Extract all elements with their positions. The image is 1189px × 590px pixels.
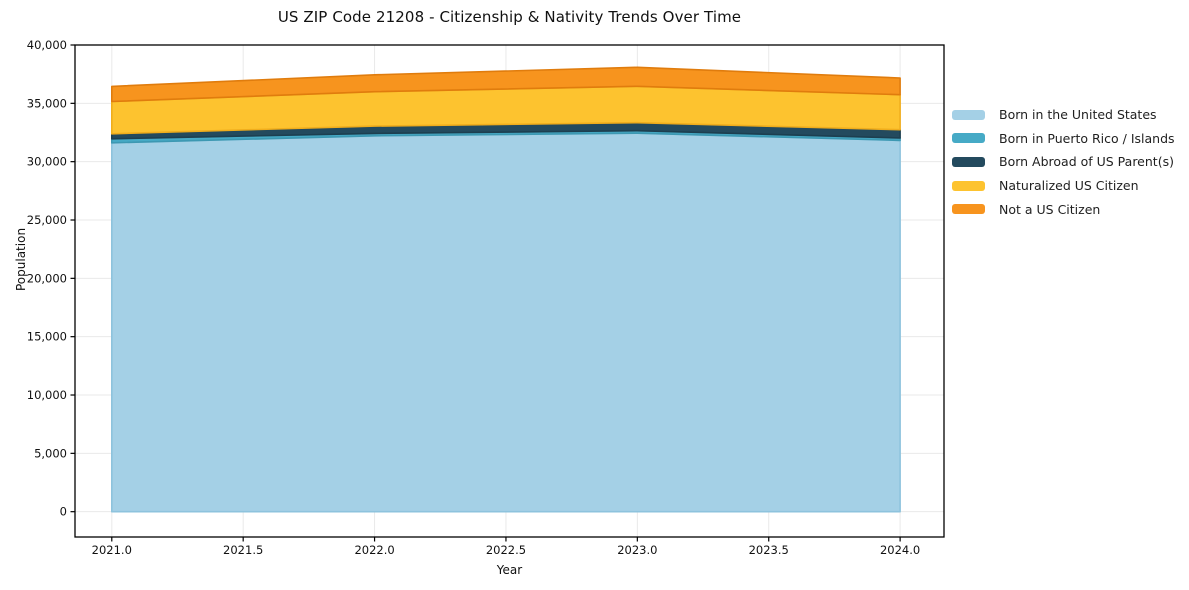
legend-swatch-icon [952, 133, 985, 144]
x-tick-label: 2022.5 [486, 543, 526, 557]
chart-title: US ZIP Code 21208 - Citizenship & Nativi… [277, 8, 742, 26]
area-series-4 [111, 66, 901, 103]
legend-swatch-icon [952, 109, 985, 120]
x-tick-label: 2023.0 [617, 543, 657, 557]
y-tick-label: 10,000 [27, 388, 67, 402]
legend-swatch-icon [952, 180, 985, 191]
x-tick-label: 2021.0 [92, 543, 132, 557]
legend-label: Born Abroad of US Parent(s) [999, 154, 1174, 170]
legend: Born in the United States Born in Puerto … [952, 103, 1175, 221]
y-tick-label: 25,000 [27, 213, 67, 227]
plot-frame [74, 44, 945, 538]
legend-item-1: Born in Puerto Rico / Islands [952, 127, 1175, 151]
area-series-0 [111, 132, 901, 513]
legend-swatch-icon [952, 156, 985, 167]
legend-label: Naturalized US Citizen [999, 178, 1139, 194]
legend-item-3: Naturalized US Citizen [952, 174, 1175, 198]
y-tick-label: 30,000 [27, 155, 67, 169]
y-tick-label: 15,000 [27, 330, 67, 344]
x-tick-label: 2022.0 [354, 543, 394, 557]
legend-item-0: Born in the United States [952, 103, 1175, 127]
y-tick-label: 20,000 [27, 271, 67, 285]
x-tick-label: 2024.0 [880, 543, 920, 557]
legend-label: Born in Puerto Rico / Islands [999, 130, 1175, 146]
y-tick-label: 0 [60, 505, 67, 519]
x-tick-label: 2023.5 [749, 543, 789, 557]
legend-label: Not a US Citizen [999, 201, 1101, 217]
y-tick-label: 40,000 [27, 38, 67, 52]
x-axis-label: Year [496, 563, 523, 577]
legend-swatch-icon [952, 204, 985, 215]
y-tick-label: 5,000 [34, 446, 67, 460]
y-tick-label: 35,000 [27, 96, 67, 110]
legend-item-4: Not a US Citizen [952, 197, 1175, 221]
legend-label: Born in the United States [999, 107, 1157, 123]
x-tick-label: 2021.5 [223, 543, 263, 557]
legend-item-2: Born Abroad of US Parent(s) [952, 150, 1175, 174]
